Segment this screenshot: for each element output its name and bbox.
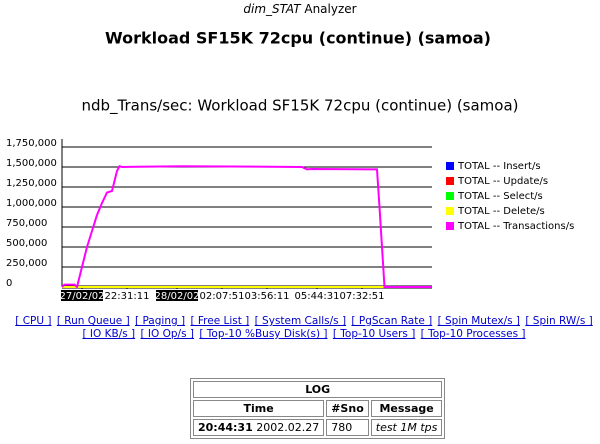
y-tick-label: 1,000,000 xyxy=(6,198,57,209)
nav-link[interactable]: [ Run Queue ] xyxy=(56,315,130,327)
legend-swatch xyxy=(446,222,454,230)
x-tick-label: 28/02/02 xyxy=(155,291,200,302)
date-highlight xyxy=(156,290,198,301)
log-table: LOG Time #Sno Message 20:44:31 2002.02.27 … xyxy=(190,378,446,439)
nav-link[interactable]: [ Spin Mutex/s ] xyxy=(437,315,521,327)
series-line xyxy=(61,164,432,289)
legend-swatch xyxy=(446,177,454,185)
nav-link[interactable]: [ Top-10 Processes ] xyxy=(420,328,526,340)
legend-label: TOTAL -- Insert/s xyxy=(457,161,541,172)
y-tick-label: 500,000 xyxy=(6,238,47,249)
nav-link[interactable]: [ Spin RW/s ] xyxy=(525,315,593,327)
nav-link[interactable]: [ PgScan Rate ] xyxy=(351,315,433,327)
x-tick-label: 02:07:51 xyxy=(200,291,245,302)
nav-link[interactable]: [ IO Op/s ] xyxy=(140,328,194,340)
log-title: LOG xyxy=(193,381,443,398)
col-header: Message xyxy=(370,400,443,417)
nav-link[interactable]: [ Top-10 %Busy Disk(s) ] xyxy=(199,328,328,340)
x-tick-label: 05:44:31 xyxy=(295,291,340,302)
chart-title: ndb_Trans/sec: Workload SF15K 72cpu (con… xyxy=(81,97,518,116)
x-tick-label: 22:31:11 xyxy=(105,291,150,302)
col-header: Time xyxy=(193,400,325,417)
y-tick-label: 250,000 xyxy=(6,258,47,269)
x-tick-label: 07:32:51 xyxy=(340,291,385,302)
legend-label: TOTAL -- Transactions/s xyxy=(457,221,574,232)
x-tick-label: 03:56:11 xyxy=(245,291,290,302)
nav-link[interactable]: [ Free List ] xyxy=(190,315,250,327)
time-cell: 20:44:31 2002.02.27 xyxy=(193,419,325,436)
legend-swatch xyxy=(446,192,454,200)
nav-link[interactable]: [ CPU ] xyxy=(15,315,52,327)
date-highlight xyxy=(61,290,103,301)
app-name: dim_STAT Analyzer xyxy=(243,2,356,16)
sno-cell: 780 xyxy=(326,419,369,436)
legend-label: TOTAL -- Update/s xyxy=(457,176,548,187)
page-title: Workload SF15K 72cpu (continue) (samoa) xyxy=(105,29,491,48)
y-tick-label: 750,000 xyxy=(6,218,47,229)
date: 2002.02.27 xyxy=(256,421,320,434)
nav-link[interactable]: [ Paging ] xyxy=(135,315,186,327)
legend-swatch xyxy=(446,162,454,170)
legend-label: TOTAL -- Select/s xyxy=(457,191,543,202)
legend-swatch xyxy=(446,207,454,215)
message-cell: test 1M tps xyxy=(370,419,443,436)
nav-link[interactable]: [ Top-10 Users ] xyxy=(332,328,416,340)
x-tick-label: 27/02/02 xyxy=(60,291,105,302)
y-tick-label: 1,250,000 xyxy=(6,178,57,189)
legend-label: TOTAL -- Delete/s xyxy=(457,206,545,217)
y-tick-label: 1,750,000 xyxy=(6,138,57,149)
col-header: #Sno xyxy=(326,400,369,417)
chart: dim_STAT Analyzer Workload SF15K 72cpu (… xyxy=(6,2,574,303)
time: 20:44:31 xyxy=(198,421,253,434)
app-rest: Analyzer xyxy=(301,2,357,16)
y-tick-label: 1,500,000 xyxy=(6,158,57,169)
y-tick-label: 0 xyxy=(6,278,12,289)
nav-link[interactable]: [ System Calls/s ] xyxy=(254,315,347,327)
nav-link[interactable]: [ IO KB/s ] xyxy=(82,328,136,340)
app-italic: dim_STAT xyxy=(243,2,302,16)
link-bar: [ CPU ] [ Run Queue ] [ Paging ] [ Free … xyxy=(14,315,594,341)
